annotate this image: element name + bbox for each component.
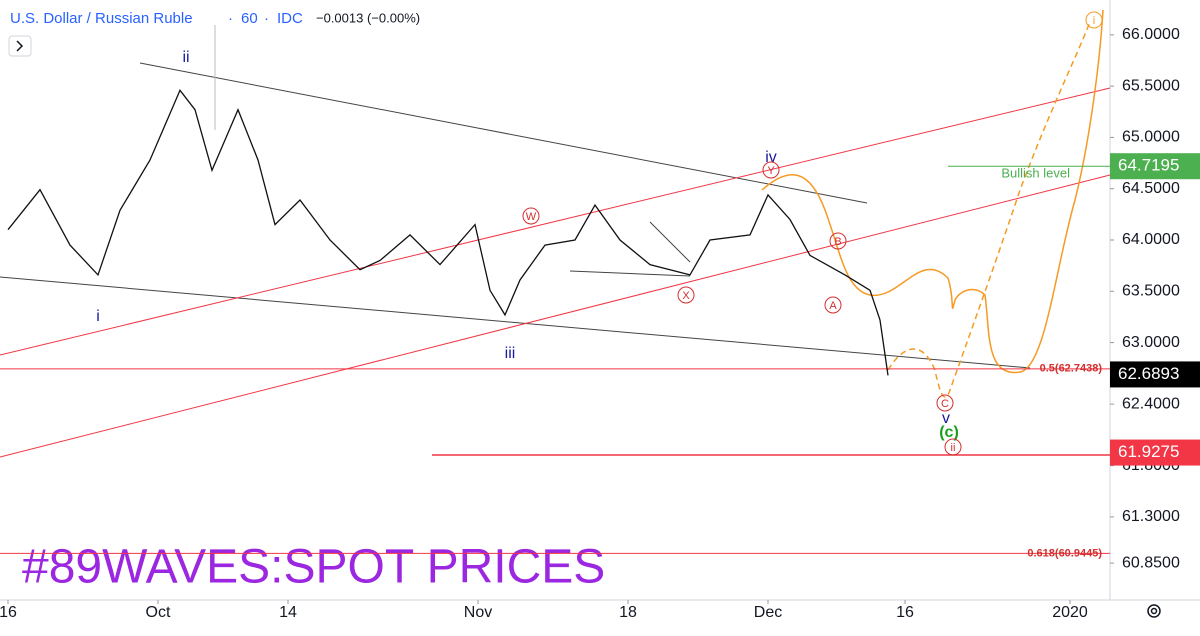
level-label: 0.5(62.7438) bbox=[1040, 363, 1103, 375]
price-badge bbox=[1110, 153, 1200, 180]
wave-label: iii bbox=[505, 345, 516, 362]
wave-circle bbox=[677, 286, 695, 304]
wave-circle bbox=[829, 232, 847, 250]
price-badge bbox=[1110, 361, 1200, 388]
channel-line bbox=[0, 87, 1111, 356]
x-tick-label: 16 bbox=[0, 604, 17, 621]
y-tick-label: 60.8500 bbox=[1122, 554, 1180, 571]
price-axis-panel bbox=[1110, 0, 1200, 631]
wave-circle bbox=[762, 161, 780, 179]
wave-label: ii bbox=[182, 49, 189, 66]
wave-label: Y bbox=[767, 165, 775, 177]
x-tick-label: Oct bbox=[146, 604, 171, 621]
trend-line bbox=[0, 276, 1031, 369]
source: IDC bbox=[277, 10, 303, 27]
drawings: #89WAVES:SPOT PRICES bbox=[0, 9, 1111, 594]
watermark: #89WAVES:SPOT PRICES bbox=[22, 541, 605, 594]
price-badge bbox=[1110, 439, 1200, 466]
header: U.S. Dollar / Russian Ruble · 60 · IDC −… bbox=[10, 10, 420, 27]
x-tick-label: 2020 bbox=[1052, 604, 1088, 621]
y-tick-label: 63.0000 bbox=[1122, 334, 1180, 351]
trend-line bbox=[139, 62, 868, 204]
price-badge-label: 61.9275 bbox=[1118, 442, 1179, 461]
price-line bbox=[7, 89, 889, 376]
x-tick-label: 18 bbox=[619, 604, 637, 621]
wave-label: C bbox=[941, 398, 949, 410]
level-label: Bullish level bbox=[1001, 166, 1070, 181]
wave-circle bbox=[944, 438, 962, 456]
wave-label: ii bbox=[951, 442, 956, 454]
wave-label: W bbox=[526, 211, 537, 223]
x-tick-label: Dec bbox=[754, 604, 782, 621]
x-tick-label: 16 bbox=[896, 604, 914, 621]
y-tick-label: 61.3000 bbox=[1122, 508, 1180, 525]
y-tick-label: 65.5000 bbox=[1122, 77, 1180, 94]
wave-circle bbox=[522, 207, 540, 225]
wave-label: (c) bbox=[939, 424, 959, 441]
settings-button[interactable] bbox=[1147, 604, 1161, 618]
y-tick-label: 64.5000 bbox=[1122, 180, 1180, 197]
wave-label: iv bbox=[765, 149, 777, 166]
wave-label: i bbox=[1093, 15, 1095, 27]
y-tick-label: 65.0000 bbox=[1122, 129, 1180, 146]
wave-label: B bbox=[834, 236, 841, 248]
collapse-button[interactable] bbox=[8, 35, 32, 57]
change: −0.0013 (−0.00%) bbox=[316, 10, 420, 25]
separator: · bbox=[264, 10, 269, 27]
wave-label: X bbox=[682, 290, 690, 302]
y-tick-label: 63.5000 bbox=[1122, 283, 1180, 300]
interval: 60 bbox=[241, 10, 258, 27]
trend-line bbox=[649, 221, 691, 263]
y-tick-label: 66.0000 bbox=[1122, 26, 1180, 43]
channel-line bbox=[0, 174, 1111, 458]
y-tick-label: 62.4000 bbox=[1122, 395, 1180, 412]
level-label: 0.618(60.9445) bbox=[1027, 547, 1102, 559]
projection-path bbox=[761, 9, 1104, 374]
y-tick-label: 64.0000 bbox=[1122, 231, 1180, 248]
symbol: U.S. Dollar / Russian Ruble bbox=[10, 10, 193, 27]
x-tick-label: 14 bbox=[279, 604, 297, 621]
separator: · bbox=[228, 10, 233, 27]
wave-circle bbox=[824, 296, 842, 314]
projection-path-dashed bbox=[887, 21, 1091, 398]
wave-label: A bbox=[829, 300, 837, 312]
wave-circle bbox=[936, 394, 954, 412]
wave-circle bbox=[1085, 11, 1103, 29]
wave-label: v bbox=[942, 410, 950, 427]
x-tick-label: Nov bbox=[464, 604, 492, 621]
wave-label: i bbox=[96, 308, 100, 325]
price-badge-label: 62.6893 bbox=[1118, 364, 1179, 383]
trend-line bbox=[569, 270, 691, 277]
price-badge-label: 64.7195 bbox=[1118, 156, 1179, 175]
